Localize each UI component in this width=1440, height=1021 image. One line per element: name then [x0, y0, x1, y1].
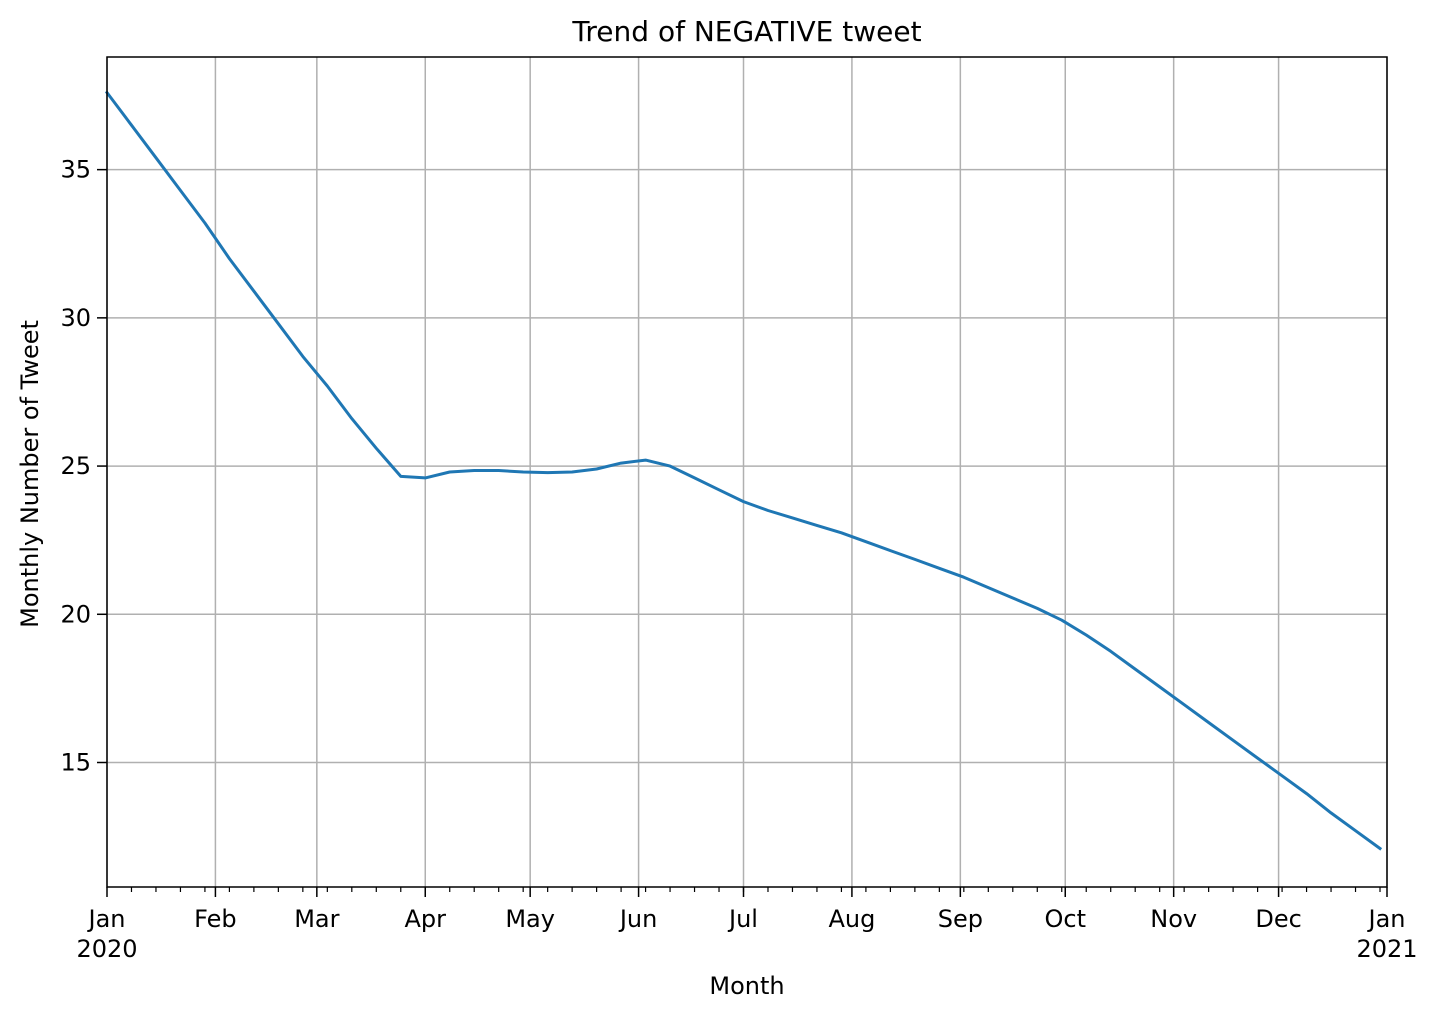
x-tick-label: Mar — [294, 905, 339, 933]
x-tick-label: Jan — [1367, 905, 1406, 933]
series-layer — [104, 90, 1383, 851]
chart-title: Trend of NEGATIVE tweet — [571, 15, 921, 48]
x-tick-label: Oct — [1045, 905, 1087, 933]
x-tick-label: May — [505, 905, 555, 933]
y-axis-label: Monthly Number of Tweet — [16, 320, 44, 628]
grid — [106, 57, 1388, 887]
x-axis-label: Month — [709, 972, 784, 1000]
x-tick-label: Jan — [87, 905, 126, 933]
y-tick-label: 15 — [60, 749, 91, 777]
y-tick-label: 35 — [60, 156, 91, 184]
x-tick-label: Feb — [194, 905, 237, 933]
y-tick-label: 20 — [60, 600, 91, 628]
x-tick-label: Aug — [828, 905, 875, 933]
y-tick-label: 30 — [60, 304, 91, 332]
x-tick-label: Nov — [1150, 905, 1197, 933]
y-tick-label: 25 — [60, 452, 91, 480]
x-tick-label: Jul — [727, 905, 758, 933]
x-tick-label: Apr — [404, 905, 446, 933]
series-line — [104, 90, 1383, 851]
x-tick-label: Dec — [1255, 905, 1301, 933]
x-tick-year-label: 2021 — [1356, 935, 1417, 963]
x-tick-label: Jun — [618, 905, 658, 933]
x-tick-label: Sep — [938, 905, 983, 933]
plot-frame — [106, 56, 1388, 888]
x-tick-year-label: 2020 — [76, 935, 137, 963]
